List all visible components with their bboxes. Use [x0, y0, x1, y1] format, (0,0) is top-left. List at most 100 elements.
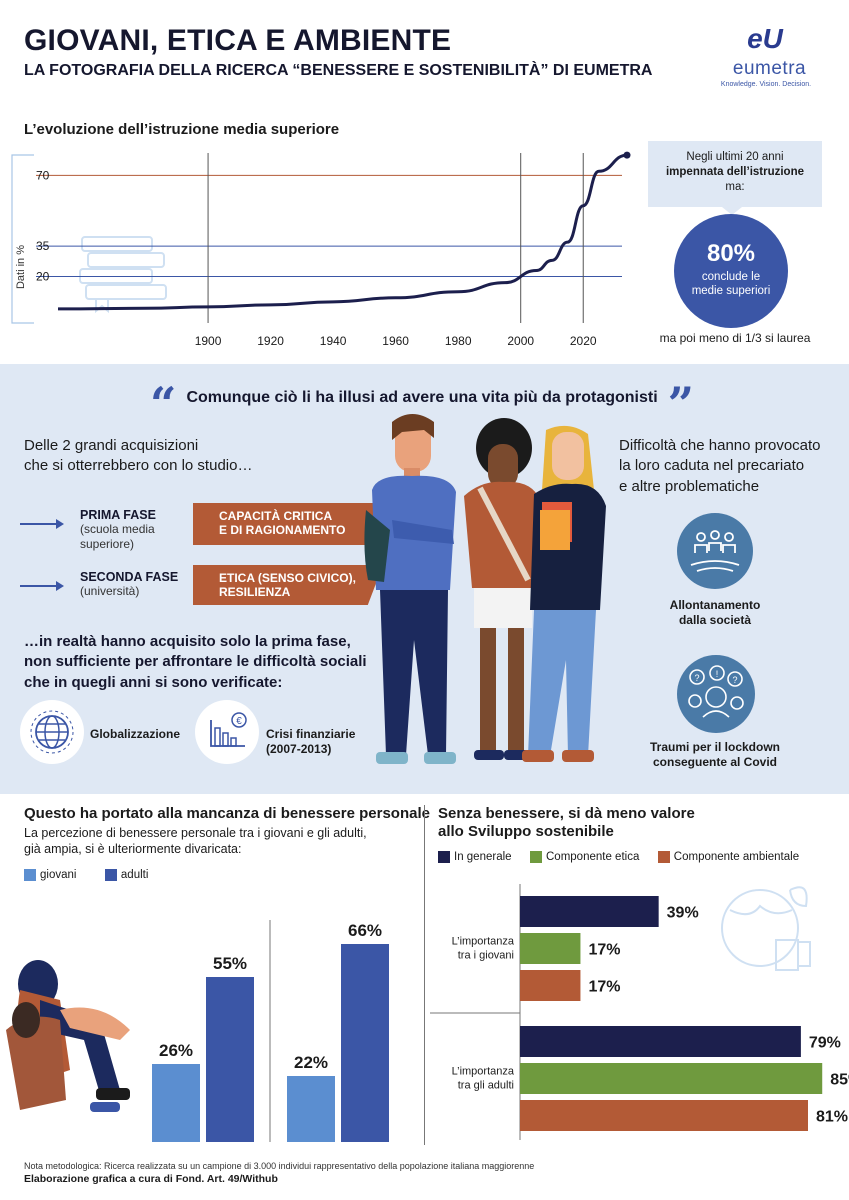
reality-text: …in realtà hanno acquisito solo la prima…: [24, 632, 367, 693]
hbar-category-label: tra i giovani: [458, 950, 514, 962]
student-male: [364, 414, 456, 764]
sitting-person-illustration: [6, 960, 130, 1112]
x-tick-label: 2020: [570, 334, 597, 348]
phase1-block: PRIMA FASE (scuola media superiore): [80, 508, 156, 552]
globe-icon: [20, 700, 84, 764]
students-illustration: [364, 414, 606, 764]
difficulties-title: Difficoltà che hanno provocato la loro c…: [619, 436, 821, 497]
difficulties-line-3: e altre problematiche: [619, 477, 760, 495]
phase1-tag: CAPACITÀ CRITICA E DI RAGIONAMENTO: [193, 503, 383, 545]
callout-line-1: Negli ultimi 20 anni: [686, 151, 784, 163]
bar-giovani-2023: [287, 1076, 335, 1142]
close-quote-icon: ”: [667, 381, 695, 415]
sustain-legend: In generale Componente etica Componente …: [438, 848, 799, 866]
phase1-arrow-icon: [20, 523, 62, 525]
education-chart-title: L’evoluzione dell’istruzione media super…: [24, 121, 340, 138]
y-axis-bracket: [11, 154, 34, 324]
legend-swatch-general: [438, 850, 450, 863]
sustain-title: Senza benessere, si dà meno valore allo …: [438, 805, 695, 841]
effect-lockdown: Traumi per il lockdown conseguente al Co…: [640, 740, 790, 770]
quote-text: Comunque ciò li ha illusi ad avere una v…: [186, 389, 658, 406]
wellbeing-description: La percezione di benessere personale tra…: [24, 825, 367, 858]
quote-row: “ Comunque ciò li ha illusi ad avere una…: [150, 381, 710, 415]
phase1-tag-line-1: CAPACITÀ CRITICA: [219, 509, 333, 523]
hbar-Componente etica-0: [520, 933, 581, 964]
globe-thumbs-down-icon: [721, 886, 811, 971]
effect-isolation: Allontanamento dalla società: [640, 598, 790, 628]
hbar-Componente ambientale-0: [520, 970, 581, 1001]
phase1-sub-1: (scuola media: [80, 522, 155, 536]
education-series-line: [57, 153, 628, 311]
effect2-line-2: conseguente al Covid: [652, 755, 778, 769]
wellbeing-desc-line-1: La percezione di benessere personale tra…: [24, 826, 367, 840]
bar-giovani-2021: [152, 1064, 200, 1142]
bar-value-label: 66%: [348, 921, 382, 940]
issue2-line-1: Crisi finanziarie: [266, 727, 356, 741]
callout-pointer: [722, 207, 742, 215]
reality-line-2: non sufficiente per affrontare le diffic…: [24, 653, 367, 671]
phase1-tag-line-2: E DI RAGIONAMENTO: [219, 523, 346, 538]
callout-box: Negli ultimi 20 anni impennata dell’istr…: [648, 141, 822, 207]
x-category-label: 2021: [191, 1149, 215, 1150]
hbar-value-label: 79%: [809, 1035, 841, 1052]
phase2-sub: (università): [80, 584, 140, 598]
phase2-tag-line-2: RESILIENZA: [219, 585, 291, 600]
svg-text:?: ?: [694, 673, 699, 683]
phase1-arrow-head: [56, 519, 64, 529]
reality-line-3: che in quegli anni si sono verificate:: [24, 673, 283, 691]
big-percent-caption: conclude le medie superiori: [691, 271, 771, 298]
y-tick-label: 70: [36, 168, 50, 182]
wellbeing-legend: giovani adulti: [24, 866, 148, 884]
phase2-tag-line-1: ETICA (SENSO CIVICO),: [219, 571, 356, 585]
effect1-line-1: Allontanamento: [669, 598, 761, 612]
wellbeing-bar-chart: 26% 55% 2021 22% 66% 2023: [6, 920, 389, 1150]
legend-swatch-ethics: [530, 850, 542, 863]
svg-text:€: €: [236, 716, 242, 727]
x-tick-label: 1980: [445, 334, 472, 348]
sustain-bar-chart: L’importanza tra i giovani 39% 17% 17% L’impo…: [430, 884, 849, 1140]
acquisitions-title: Delle 2 grandi acquisizioni che si otter…: [24, 436, 252, 477]
legend-label-environment: Componente ambientale: [673, 850, 800, 863]
y-tick-label: 20: [36, 270, 50, 284]
phase2-name: SECONDA FASE: [80, 570, 179, 584]
bar-value-label: 26%: [159, 1041, 193, 1060]
financial-crisis-icon: €: [195, 700, 259, 764]
phase1-name: PRIMA FASE: [80, 508, 156, 522]
acquisitions-title-line-1: Delle 2 grandi acquisizioni: [24, 437, 199, 454]
hbar-category-label: L’importanza: [452, 936, 515, 948]
hbar-category-label: tra gli adulti: [458, 1080, 514, 1092]
callout-line-2: impennata dell’istruzione: [665, 165, 805, 178]
hbar-category-label: L’importanza: [452, 1066, 515, 1078]
callout-footnote: ma poi meno di 1/3 si laurea: [659, 331, 811, 345]
wellbeing-desc-line-2: già ampia, si è ulteriormente divaricata…: [24, 842, 242, 857]
graphics-credit: Elaborazione grafica a cura di Fond. Art…: [24, 1173, 278, 1185]
issue2-line-2: (2007-2013): [266, 742, 332, 756]
bar-adulti-2023: [341, 944, 389, 1142]
legend-label-ethics: Componente etica: [546, 850, 640, 863]
phase2-arrow-head: [56, 581, 64, 591]
page-subtitle: LA FOTOGRAFIA DELLA RICERCA “BENESSERE E…: [24, 62, 653, 79]
logo-tagline: Knowledge. Vision. Decision.: [720, 81, 812, 88]
bar-value-label: 22%: [294, 1053, 328, 1072]
hbar-In generale-0: [520, 896, 659, 927]
hbar-Componente etica-1: [520, 1063, 823, 1094]
hbar-Componente ambientale-1: [520, 1100, 808, 1131]
series-end-point: [623, 151, 631, 159]
isolation-icon: [677, 513, 753, 589]
legend-label-adulti: adulti: [120, 868, 149, 881]
effect2-line-1: Traumi per il lockdown: [649, 740, 781, 754]
y-axis-label: Dati in %: [15, 245, 27, 289]
phase2-block: SECONDA FASE (università): [80, 570, 178, 599]
phase2-tag: ETICA (SENSO CIVICO), RESILIENZA: [193, 565, 383, 605]
x-category-label: 2023: [326, 1149, 350, 1150]
logo-name: eumetra: [732, 58, 807, 79]
big-percent-value: 80%: [706, 240, 756, 267]
phase1-sub-2: superiore): [80, 537, 135, 551]
student-female-2: [522, 425, 606, 762]
open-quote-icon: “: [150, 381, 177, 415]
books-icon: [79, 236, 167, 314]
hbar-value-label: 39%: [667, 905, 699, 922]
callout-line-3: ma:: [725, 180, 745, 193]
wellbeing-title: Questo ha portato alla mancanza di benes…: [24, 805, 430, 822]
hbar-value-label: 17%: [588, 979, 620, 996]
